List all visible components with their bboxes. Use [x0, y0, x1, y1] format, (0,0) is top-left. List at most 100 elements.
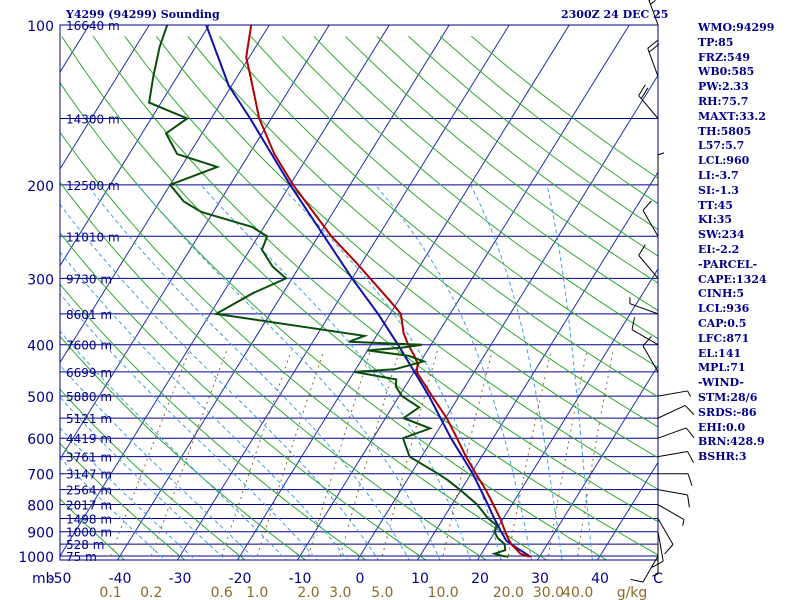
wind-barb [638, 244, 659, 279]
wind-barb-feather [638, 84, 646, 96]
dry-adiabat-line [124, 36, 658, 490]
pressure-tick-label: 1000 [18, 550, 54, 566]
temperature-tick-label: -10 [289, 571, 312, 587]
height-label: 3147 m [66, 468, 112, 482]
dewpoint-profile-line [147, 25, 509, 558]
wind-barb-staff [657, 427, 687, 439]
wind-barb-staff [642, 210, 659, 237]
isotherm-line [60, 25, 390, 557]
isotherm-lines [60, 25, 658, 560]
wind-barb [631, 317, 659, 346]
wind-barb [642, 336, 659, 373]
index-item: MAXT:33.2 [698, 109, 766, 123]
wind-barb-staff [629, 303, 659, 315]
pressure-tick-label: 500 [27, 390, 54, 406]
isotherm-line [356, 74, 658, 560]
mixing-ratio-tick-label: 3.0 [329, 585, 351, 600]
wind-barb [648, 0, 659, 26]
moist-adiabat-line [546, 184, 593, 560]
index-item: STM:28/6 [698, 391, 758, 404]
isotherm-line [60, 25, 270, 364]
wind-barb-staff [638, 95, 659, 119]
height-label: 16640 m [66, 19, 120, 33]
dry-adiabat-line [60, 283, 367, 560]
mixing-ratio-line [255, 350, 325, 560]
pressure-axis-labels: 100 200 300 400 500 600 700 800 900 1000 mb [18, 19, 54, 587]
wind-barb-feather [687, 473, 693, 486]
wind-barb-feather [648, 43, 660, 53]
moist-adiabat-line [60, 427, 196, 560]
moist-adiabat-line [60, 293, 318, 560]
index-item: TP:85 [698, 35, 734, 49]
wind-barb-feather [638, 244, 646, 256]
mixing-ratio-tick-label: 0.6 [211, 585, 233, 600]
mixing-ratio-unit-label: g/kg [617, 585, 648, 600]
wind-barb [651, 544, 659, 577]
dry-adiabat-line [250, 35, 658, 369]
wind-barb-feather [687, 494, 690, 508]
isotherm-line [60, 25, 150, 170]
wind-barb-staff [642, 345, 659, 373]
isotherm-line [476, 267, 658, 560]
temperature-tick-label: 10 [411, 571, 429, 587]
mixing-ratio-labels: 0.1 0.2 0.6 1.0 2.0 3.0 5.0 10.0 20.0 30.040.0 g/k… [99, 585, 647, 600]
plot-frame [59, 24, 659, 561]
wind-barb [657, 390, 691, 397]
dry-adiabat-line [313, 35, 658, 312]
mixing-ratio-tick-label: 5.0 [371, 585, 393, 600]
wind-barb-staff [638, 255, 659, 279]
dry-adiabat-line [187, 35, 658, 428]
index-item: SI:-1.3 [698, 183, 739, 197]
wind-barb [642, 200, 659, 237]
mixing-ratio-line [338, 350, 400, 560]
dry-adiabat-line [218, 35, 658, 398]
pressure-tick-label: 100 [27, 19, 54, 35]
height-label: 12500 m [66, 179, 120, 193]
index-item: BRN:428.9 [698, 435, 765, 449]
moist-adiabat-line [374, 184, 533, 560]
pressure-tick-label: 600 [27, 432, 54, 448]
plot-area [60, 25, 658, 560]
temperature-tick-label: 40 [591, 571, 609, 587]
dry-adiabat-line [60, 131, 548, 560]
moist-adiabat-line [137, 184, 441, 560]
isotherm-line [236, 25, 570, 560]
height-label: 2564 m [66, 484, 112, 498]
dry-adiabat-line [92, 36, 658, 523]
moist-adiabat-line [86, 184, 410, 560]
height-label: 4419 m [66, 432, 112, 446]
wind-barb-feather [647, 40, 658, 49]
mixing-ratio-tick-label: 0.1 [99, 585, 121, 600]
temperature-tick-label: 30 [531, 571, 549, 587]
mixing-ratio-tick-label: 30.0 [533, 585, 564, 600]
wind-barb-half-feather [657, 152, 665, 156]
isotherm-line [60, 25, 330, 461]
wind-barb-feather [664, 544, 674, 555]
wind-barb [647, 40, 660, 77]
index-item: EI:-2.2 [698, 243, 740, 256]
wind-barb-feather [685, 427, 695, 439]
index-item: MPL:71 [698, 361, 746, 375]
isotherm-line [116, 25, 450, 560]
index-item: WB0:585 [698, 65, 755, 79]
index-item: LCL:936 [698, 302, 750, 316]
moist-adiabat-line [60, 251, 349, 560]
mixing-ratio-line [149, 350, 228, 560]
wind-barb-feather [642, 336, 652, 347]
dry-adiabat-line [60, 498, 126, 560]
height-label: 2017 m [66, 499, 112, 513]
mixing-ratio-line [380, 350, 438, 560]
index-item: CAP:0.5 [698, 317, 747, 330]
mixing-ratio-line [576, 350, 614, 560]
wind-barb-half-feather [682, 519, 685, 526]
index-item: CINH:5 [698, 287, 745, 301]
wind-barb-feather [684, 405, 695, 415]
dry-adiabat-lines [60, 35, 658, 560]
index-item: KI:35 [698, 213, 733, 227]
dry-adiabat-line [376, 35, 658, 257]
wind-barb-staff [657, 531, 664, 562]
moist-adiabat-line [60, 330, 287, 560]
temperature-tick-label: -20 [229, 571, 252, 587]
dry-adiabat-line [60, 232, 427, 560]
wind-barb-feather [630, 578, 644, 583]
